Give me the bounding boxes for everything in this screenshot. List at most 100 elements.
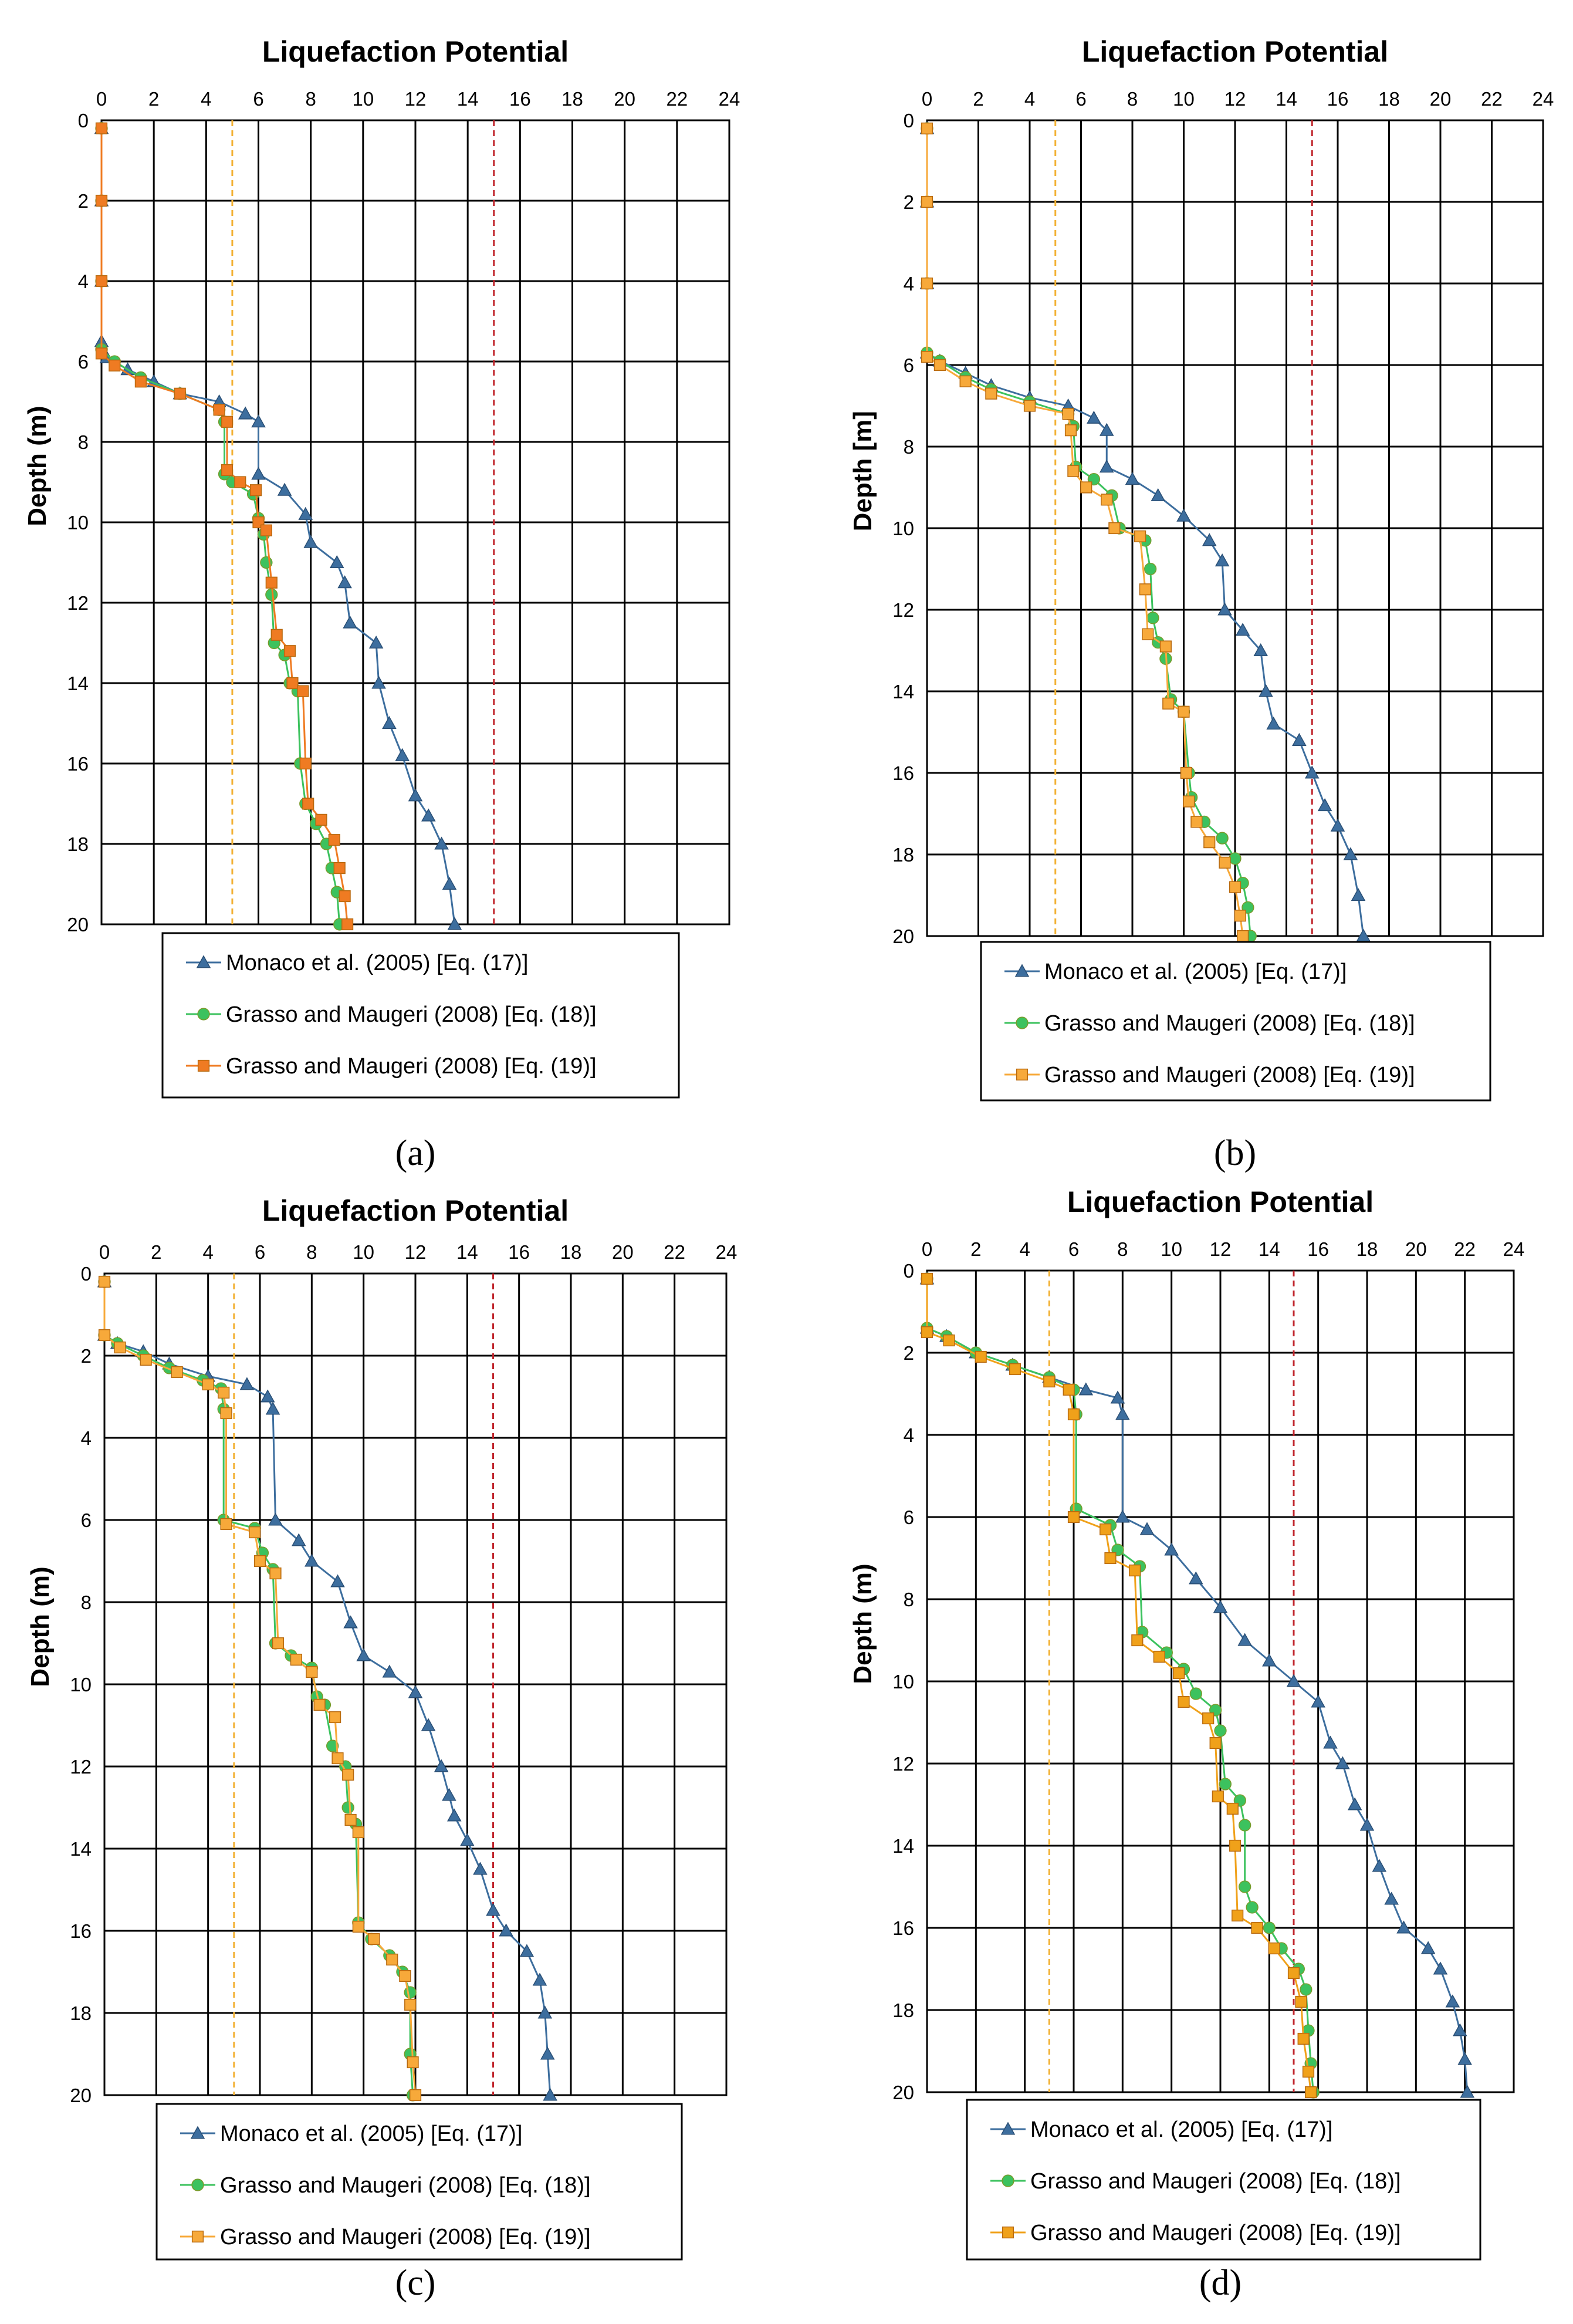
- data-point: [221, 416, 234, 428]
- y-tick-label: 0: [81, 1263, 92, 1285]
- y-tick-label: 6: [81, 1509, 92, 1531]
- data-point: [342, 1768, 354, 1781]
- data-point: [1064, 424, 1077, 437]
- data-point: [1266, 717, 1281, 730]
- data-point: [434, 836, 449, 850]
- y-tick-label: 4: [78, 271, 89, 292]
- legend-label: Grasso and Maugeri (2008) [Eq. (18)]: [226, 1002, 597, 1027]
- data-point: [1190, 816, 1203, 828]
- data-point: [1134, 530, 1146, 542]
- data-point: [1330, 818, 1345, 832]
- data-point: [446, 1808, 462, 1822]
- x-tick-label: 18: [1356, 1238, 1378, 1260]
- data-point: [1460, 2085, 1475, 2098]
- data-point: [134, 376, 147, 388]
- y-tick-label: 16: [892, 762, 914, 784]
- data-point: [95, 194, 108, 207]
- series-1: [97, 1274, 557, 2101]
- data-point: [109, 359, 121, 371]
- x-tick-label: 14: [456, 1241, 478, 1263]
- legend-marker: [191, 2230, 204, 2243]
- legend-marker: [1000, 2122, 1016, 2135]
- x-tick-label: 20: [1405, 1238, 1427, 1260]
- legend-marker: [1014, 964, 1030, 977]
- y-tick-label: 8: [904, 436, 914, 458]
- y-tick-label: 16: [892, 1917, 914, 1939]
- data-point: [1087, 410, 1101, 424]
- data-point: [98, 1329, 111, 1342]
- data-point: [251, 467, 266, 480]
- data-point: [1067, 465, 1080, 477]
- data-point: [1183, 795, 1195, 808]
- data-point: [408, 1685, 423, 1698]
- data-point: [1239, 1819, 1251, 1832]
- y-tick-label: 10: [892, 1671, 914, 1693]
- data-point: [305, 1553, 319, 1567]
- x-tick-label: 6: [1068, 1238, 1079, 1260]
- data-point: [1219, 856, 1231, 869]
- legend-marker: [197, 1008, 210, 1021]
- data-point: [1297, 2032, 1310, 2045]
- y-tick-label: 8: [81, 1592, 92, 1613]
- x-tick-label: 16: [1307, 1238, 1329, 1260]
- data-point: [352, 1826, 364, 1839]
- data-point: [1229, 1839, 1242, 1852]
- data-point: [1217, 602, 1232, 616]
- legend-item: Monaco et al. (2005) [Eq. (17)]: [180, 2122, 522, 2146]
- data-point: [329, 1711, 341, 1724]
- data-point: [1311, 1694, 1325, 1708]
- chart-title: Liquefaction Potential: [262, 35, 569, 68]
- data-point: [1164, 1542, 1179, 1556]
- x-tick-label: 8: [305, 88, 316, 110]
- data-point: [1162, 697, 1175, 710]
- panel-label: (d): [1199, 2263, 1242, 2303]
- data-point: [540, 2046, 555, 2060]
- data-point: [286, 677, 299, 690]
- data-point: [251, 414, 266, 428]
- data-point: [499, 1923, 513, 1937]
- legend-item: Grasso and Maugeri (2008) [Eq. (18)]: [990, 2169, 1401, 2194]
- x-tick-label: 16: [509, 88, 531, 110]
- data-point: [1229, 852, 1242, 865]
- x-tick-label: 24: [1533, 88, 1554, 110]
- data-point: [1108, 522, 1121, 535]
- data-point: [1125, 472, 1140, 485]
- data-point: [221, 464, 234, 477]
- legend-marker: [1016, 1068, 1029, 1081]
- data-point: [1335, 1756, 1350, 1769]
- y-tick-label: 0: [904, 1260, 914, 1282]
- data-point: [1323, 1735, 1338, 1749]
- data-point: [265, 1401, 280, 1415]
- data-point: [368, 635, 384, 649]
- x-tick-label: 22: [666, 88, 688, 110]
- y-tick-label: 10: [67, 512, 89, 533]
- legend-item: Monaco et al. (2005) [Eq. (17)]: [990, 2117, 1332, 2142]
- data-point: [270, 629, 283, 641]
- data-point: [1268, 1942, 1280, 1955]
- y-tick-label: 6: [904, 354, 914, 376]
- data-point: [933, 359, 946, 371]
- y-tick-label: 20: [70, 2085, 92, 2106]
- x-tick-label: 14: [1259, 1238, 1280, 1260]
- data-point: [1178, 1695, 1190, 1708]
- data-point: [315, 813, 327, 826]
- data-point: [921, 351, 933, 363]
- y-tick-label: 12: [892, 1753, 914, 1775]
- panel-label: (b): [1214, 1133, 1256, 1173]
- data-point: [1153, 1650, 1165, 1663]
- legend-marker: [190, 2126, 205, 2139]
- data-point: [220, 1407, 232, 1420]
- data-point: [421, 1718, 436, 1731]
- x-tick-label: 12: [1224, 88, 1246, 110]
- x-tick-label: 24: [1503, 1238, 1525, 1260]
- legend-box: [980, 941, 1491, 1102]
- data-point: [171, 1366, 183, 1379]
- data-point: [1433, 1961, 1448, 1975]
- data-point: [1246, 1901, 1259, 1914]
- data-point: [1115, 1509, 1130, 1523]
- data-point: [268, 1512, 283, 1526]
- data-point: [543, 2087, 557, 2101]
- data-point: [140, 1353, 152, 1366]
- x-tick-label: 14: [457, 88, 479, 110]
- data-point: [975, 1350, 987, 1363]
